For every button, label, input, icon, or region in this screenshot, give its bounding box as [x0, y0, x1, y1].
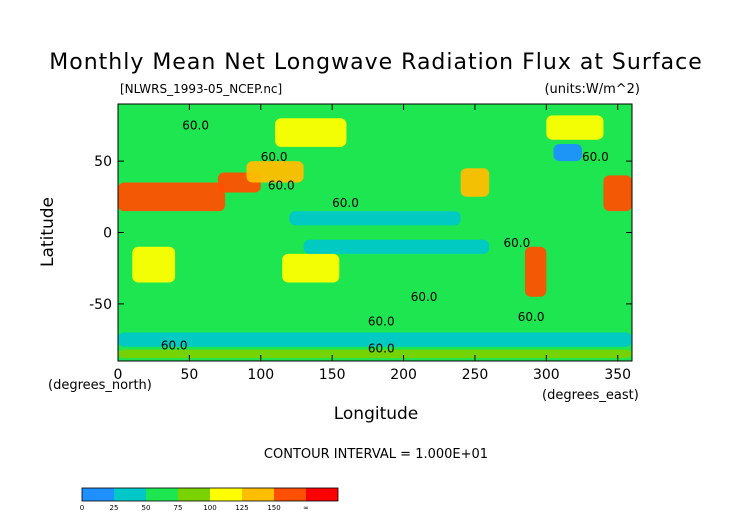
data-region: [118, 332, 632, 347]
x-tick-label: 350: [604, 367, 631, 383]
contour-label: 60.0: [161, 339, 188, 353]
colorbar-label: 25: [110, 504, 119, 512]
data-region: [118, 182, 226, 212]
colorbar-swatch: [82, 488, 114, 501]
contour-label: 60.0: [368, 314, 395, 328]
x-axis-label: Longitude: [333, 404, 419, 424]
colorbar-label: 50: [142, 504, 151, 512]
data-region: [546, 115, 604, 140]
contour-label: 60.0: [504, 236, 531, 250]
file-label: [NLWRS_1993-05_NCEP.nc]: [120, 82, 283, 96]
colorbar-swatch: [274, 488, 306, 501]
x-tick-label: 100: [247, 367, 274, 383]
colorbar-swatch: [146, 488, 178, 501]
x-tick-label: 200: [390, 367, 417, 383]
colorbar-label: 100: [203, 504, 216, 512]
data-region: [282, 253, 340, 283]
data-region: [553, 143, 583, 162]
x-unit-label: (degrees_east): [542, 388, 639, 403]
data-region: [524, 246, 547, 297]
data-region: [303, 239, 490, 254]
y-tick-label: 50: [94, 154, 112, 170]
colorbar-swatch: [114, 488, 146, 501]
data-region: [118, 349, 632, 359]
data-region: [460, 168, 490, 197]
plot-background: [118, 104, 632, 361]
colorbar-label: 150: [267, 504, 280, 512]
colorbar-swatch: [178, 488, 210, 501]
data-region: [275, 118, 347, 147]
data-region: [603, 175, 632, 212]
colorbar-swatch: [242, 488, 274, 501]
contour-label: 60.0: [411, 290, 438, 304]
contour-label: 60.0: [268, 179, 295, 193]
colorbar-swatch: [306, 488, 338, 501]
x-tick-label: 250: [462, 367, 489, 383]
contour-label: 60.0: [182, 119, 209, 133]
x-tick-label: 300: [533, 367, 560, 383]
data-region: [289, 211, 461, 226]
contour-label: 60.0: [368, 341, 395, 355]
data-region: [246, 161, 304, 183]
y-tick-label: 0: [103, 226, 112, 242]
colorbar-frame: [81, 487, 339, 502]
x-tick-label: 150: [319, 367, 346, 383]
colorbar-label: 75: [174, 504, 183, 512]
y-tick-label: -50: [89, 297, 112, 313]
colorbar-swatch: [210, 488, 242, 501]
colorbar-label: 125: [235, 504, 248, 512]
y-unit-label: (degrees_north): [48, 378, 152, 393]
units-label: (units:W/m^2): [544, 82, 640, 97]
data-region: [132, 246, 176, 283]
contour-label: 60.0: [261, 150, 288, 164]
contour-label: 60.0: [582, 150, 609, 164]
x-tick-label: 50: [180, 367, 198, 383]
x-tick-label: 0: [114, 367, 123, 383]
colorbar-label: ∞: [303, 504, 309, 512]
contour-interval-label: CONTOUR INTERVAL = 1.000E+01: [263, 447, 489, 462]
chart-title: Monthly Mean Net Longwave Radiation Flux…: [49, 50, 703, 75]
colorbar-label: 0: [80, 504, 84, 512]
contour-label: 60.0: [332, 196, 359, 210]
contour-label: 60.0: [518, 310, 545, 324]
